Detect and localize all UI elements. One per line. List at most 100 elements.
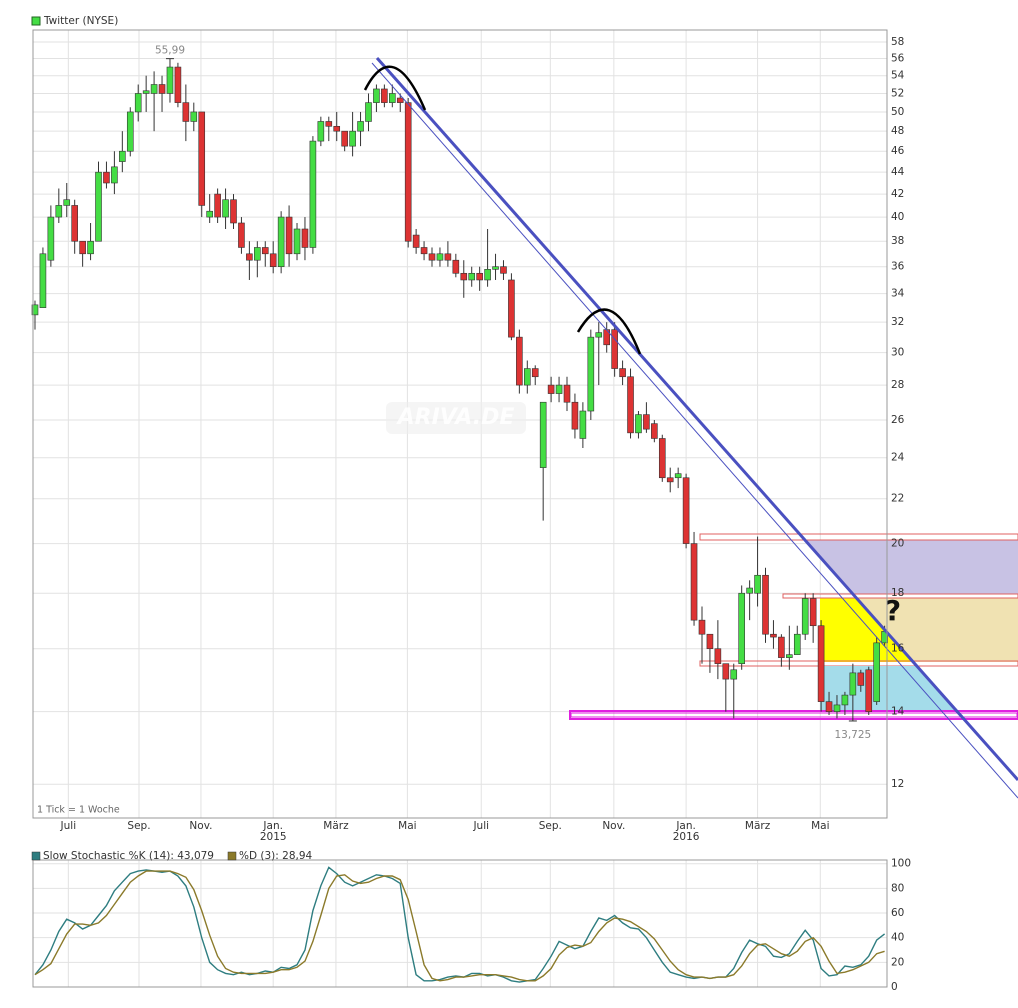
y-tick-label: 20 — [891, 956, 904, 968]
arch — [576, 308, 642, 355]
candle-body — [134, 93, 142, 113]
candle-body — [333, 125, 341, 132]
candle-body — [841, 694, 849, 706]
y-tick-label: 36 — [891, 261, 905, 273]
y-tick-label: 12 — [891, 778, 904, 790]
legend-swatch — [227, 851, 237, 861]
candle-body — [190, 111, 198, 122]
candle-body — [571, 401, 579, 430]
candle-body — [119, 150, 126, 162]
candle-body — [619, 368, 626, 378]
x-tick-label: März — [745, 820, 771, 832]
legend-swatch — [31, 851, 41, 861]
candle-body — [349, 130, 356, 147]
y-tick-label: 20 — [891, 538, 904, 550]
stoch-line — [34, 870, 885, 982]
year-label: 2016 — [673, 831, 700, 843]
y-tick-label: 50 — [891, 106, 904, 118]
candle-body — [627, 376, 634, 434]
x-tick-label: Sep. — [539, 820, 562, 832]
candle-body — [444, 253, 452, 261]
candle-body — [516, 336, 523, 386]
candle-body — [412, 234, 420, 248]
candle-body — [63, 199, 71, 206]
candle-body — [563, 384, 571, 403]
y-tick-label: 80 — [891, 882, 904, 894]
candle-body — [476, 272, 483, 281]
candle-body — [71, 205, 78, 242]
candle-body — [182, 102, 190, 122]
watermark: ARIVA.DE — [396, 405, 515, 430]
candle-body — [484, 269, 491, 281]
candle-body — [55, 205, 63, 218]
candle-body — [793, 633, 801, 655]
overlays — [363, 57, 1018, 799]
candle-body — [698, 619, 706, 635]
question-mark: ? — [885, 594, 901, 627]
candle-body — [611, 329, 618, 369]
candle-body — [261, 247, 269, 255]
candle-body — [690, 543, 698, 621]
y-tick-label: 56 — [891, 53, 905, 65]
y-tick-label: 100 — [891, 858, 911, 870]
y-tick-label: 24 — [891, 452, 905, 464]
trend-line — [375, 57, 1018, 781]
candle-body — [539, 401, 547, 468]
candle-body — [817, 625, 825, 702]
candle-body — [404, 102, 412, 242]
legend-label: Twitter (NYSE) — [43, 15, 118, 27]
high-label: 55,99 — [155, 45, 185, 57]
legend-label: Slow Stochastic %K (14): 43,079 — [43, 850, 214, 862]
y-tick-label: 52 — [891, 87, 904, 99]
candle-body — [738, 592, 745, 664]
candle-body — [111, 166, 118, 184]
candle-body — [158, 84, 166, 94]
candle-body — [309, 140, 317, 248]
candle-body — [635, 414, 642, 434]
candle-body — [452, 259, 460, 274]
candle-body — [579, 410, 587, 439]
candle-body — [682, 477, 690, 544]
candle-body — [658, 438, 666, 479]
x-tick-label: Jan. — [262, 820, 283, 832]
candle-body — [587, 336, 595, 412]
candle-body — [778, 636, 785, 658]
candle-body — [277, 216, 285, 267]
x-tick-label: Jan. — [675, 820, 696, 832]
low-label: 13,725 — [834, 729, 871, 741]
y-tick-label: 58 — [891, 36, 904, 48]
x-tick-label: Mai — [811, 820, 829, 832]
x-tick-label: Juli — [472, 820, 489, 832]
y-tick-label: 18 — [891, 587, 904, 599]
x-tick-label: Sep. — [127, 820, 150, 832]
candle-body — [198, 111, 206, 206]
candle-body — [174, 66, 182, 103]
support-box — [570, 712, 1018, 718]
zone-outline — [699, 533, 1018, 541]
candle-body — [555, 384, 563, 394]
y-tick-label: 22 — [891, 493, 904, 505]
x-tick-label: Nov. — [189, 820, 212, 832]
candle-body — [643, 414, 650, 430]
candle-body — [373, 88, 380, 103]
candle-body — [849, 672, 857, 696]
candle-body — [508, 279, 515, 338]
candle-body — [754, 574, 761, 594]
candle-body — [825, 701, 833, 712]
candle-body — [230, 199, 237, 224]
candle-body — [428, 253, 436, 261]
year-label: 2015 — [260, 831, 287, 843]
candle-body — [547, 384, 555, 394]
main-frame — [32, 29, 888, 819]
legend-label: %D (3): 28,94 — [239, 850, 313, 862]
x-tick-label: März — [323, 820, 349, 832]
candle-body — [833, 704, 841, 712]
candle-body — [706, 633, 714, 650]
y-tick-label: 14 — [891, 706, 905, 718]
candle-body — [293, 228, 301, 255]
candle-body — [468, 272, 476, 281]
candle-body — [714, 648, 722, 664]
candle-body — [531, 368, 539, 378]
candle-body — [166, 66, 174, 94]
candle-body — [222, 199, 229, 218]
